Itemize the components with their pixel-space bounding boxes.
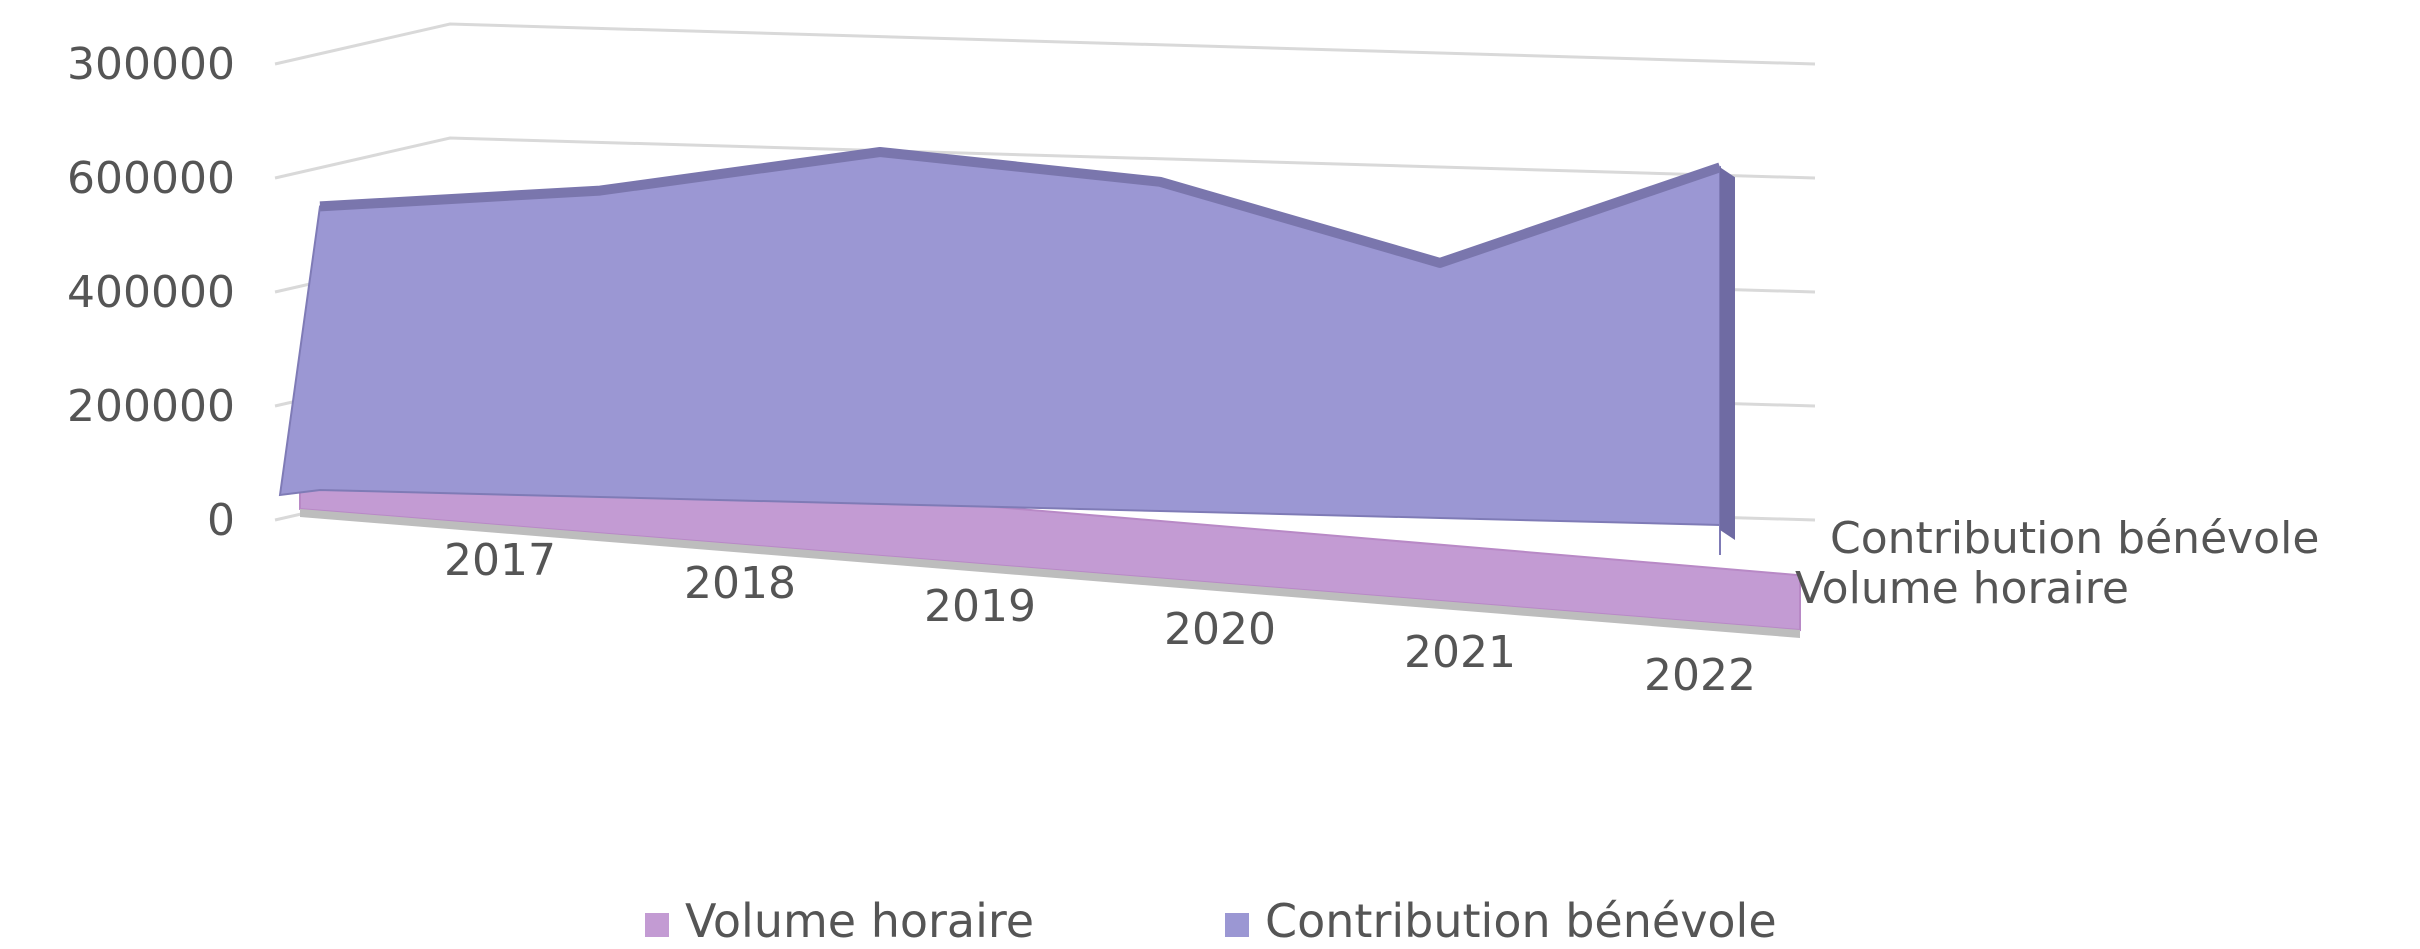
depth-axis-labels: Contribution bénévole Volume horaire xyxy=(1795,513,2319,614)
gridline-800000 xyxy=(274,22,1816,66)
x-tick-2019: 2019 xyxy=(924,581,1036,632)
y-tick-600000: 600000 xyxy=(67,153,235,204)
area-contribution-benevole xyxy=(278,150,1721,555)
legend-swatch-volume-horaire xyxy=(645,913,669,937)
area-contribution-top-edge xyxy=(319,147,1722,268)
x-tick-2022: 2022 xyxy=(1644,650,1756,701)
area-contribution-side xyxy=(1720,167,1735,541)
x-tick-2021: 2021 xyxy=(1404,627,1516,678)
y-tick-400000: 400000 xyxy=(67,267,235,318)
series-layer xyxy=(278,147,1801,638)
area-floor xyxy=(300,509,1800,638)
legend-swatch-contribution-benevole xyxy=(1225,913,1249,937)
legend-label-contribution-benevole: Contribution bénévole xyxy=(1265,894,1777,948)
depth-label-contribution: Contribution bénévole xyxy=(1830,513,2319,564)
x-tick-2017: 2017 xyxy=(444,535,556,586)
depth-label-volume: Volume horaire xyxy=(1795,563,2129,614)
y-tick-800000: 300000 xyxy=(67,39,235,90)
x-tick-2018: 2018 xyxy=(684,558,796,609)
x-tick-2020: 2020 xyxy=(1164,604,1276,655)
y-tick-200000: 200000 xyxy=(67,381,235,432)
x-axis-ticks: 2017 2018 2019 2020 2021 2022 xyxy=(444,535,1756,701)
y-tick-0: 0 xyxy=(207,495,235,546)
gridline-600000 xyxy=(274,136,1816,180)
legend: Volume horaire Contribution bénévole xyxy=(645,894,1777,948)
y-axis-ticks: 0 200000 400000 600000 300000 xyxy=(67,39,235,546)
legend-label-volume-horaire: Volume horaire xyxy=(685,894,1034,948)
